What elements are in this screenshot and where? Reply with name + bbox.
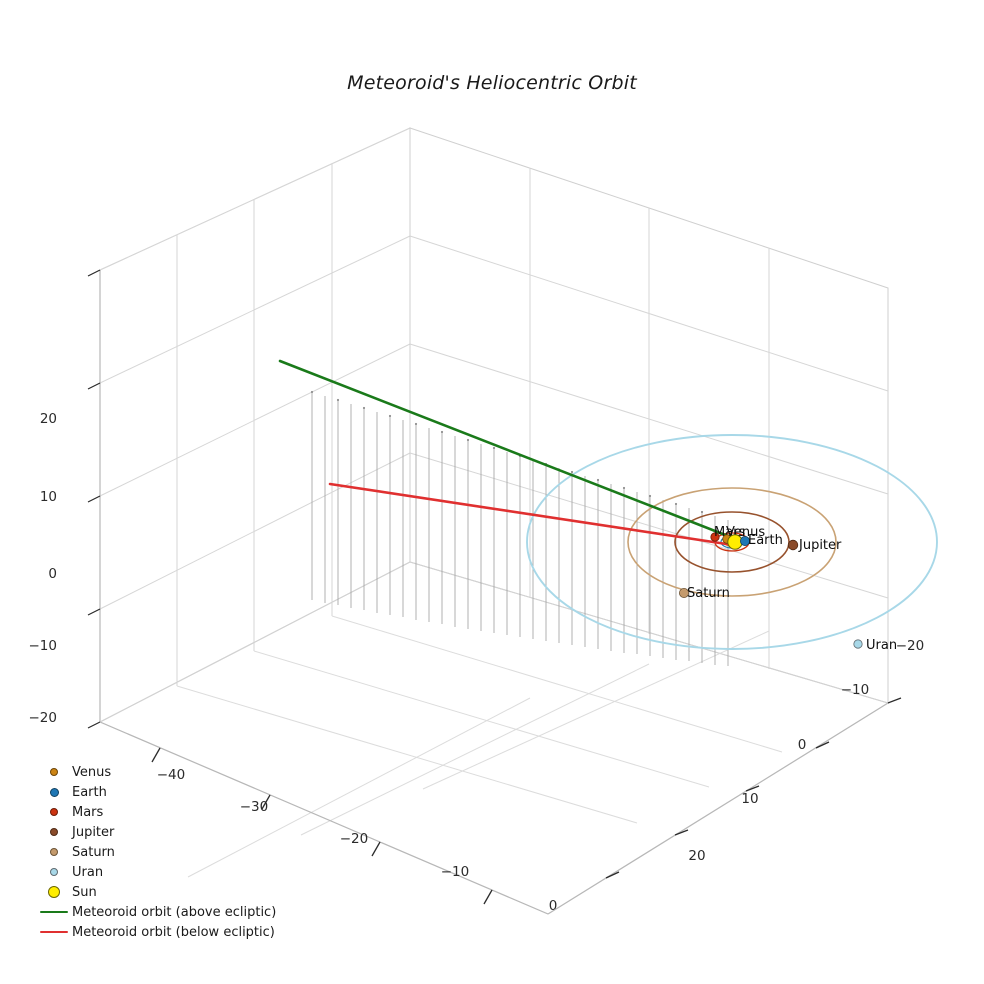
legend-item-sun[interactable]: Sun <box>36 882 276 902</box>
earth-label: Earth <box>748 533 783 548</box>
legend-label-earth: Earth <box>72 784 107 800</box>
mars-marker-icon <box>36 808 72 816</box>
uran-marker-icon <box>36 868 72 876</box>
legend-label-mars: Mars <box>72 804 104 820</box>
green-line-icon <box>36 910 72 914</box>
legend: Venus Earth Mars Jupiter Saturn <box>36 762 276 942</box>
axis-y-tick-3: 10 <box>741 791 758 807</box>
legend-item-jupiter[interactable]: Jupiter <box>36 822 276 842</box>
axis-z-tick-1: 10 <box>40 489 57 505</box>
legend-label-orbit-above: Meteoroid orbit (above ecliptic) <box>72 904 277 920</box>
legend-item-orbit-below[interactable]: Meteoroid orbit (below ecliptic) <box>36 922 276 942</box>
axis-y-tick-1: −10 <box>841 682 870 698</box>
legend-item-venus[interactable]: Venus <box>36 762 276 782</box>
legend-item-orbit-above[interactable]: Meteoroid orbit (above ecliptic) <box>36 902 276 922</box>
page-title: Meteoroid's Heliocentric Orbit <box>347 72 637 94</box>
earth-marker-icon <box>36 787 72 797</box>
saturn-marker-icon <box>36 848 72 856</box>
axis-y-spine <box>547 702 889 915</box>
axis-x-tick-1: −30 <box>240 799 269 815</box>
axis-z-tick-4: −20 <box>29 710 58 726</box>
axis-x-ticks <box>151 747 493 905</box>
grid-pane-back-left <box>99 127 411 723</box>
body-marker-uran[interactable] <box>853 639 863 649</box>
legend-label-jupiter: Jupiter <box>72 824 115 840</box>
uran-label: Uran <box>866 638 897 653</box>
legend-label-uran: Uran <box>72 864 104 880</box>
meteoroid-dropline-caps <box>310 390 704 514</box>
meteoroid-orbit-below-ecliptic <box>328 482 735 547</box>
venus-marker-icon <box>36 768 72 776</box>
axis-z-tick-2: 0 <box>48 566 57 582</box>
sun-marker-icon <box>36 886 72 898</box>
legend-item-earth[interactable]: Earth <box>36 782 276 802</box>
legend-item-saturn[interactable]: Saturn <box>36 842 276 862</box>
legend-label-saturn: Saturn <box>72 844 115 860</box>
body-marker-mars[interactable] <box>710 532 720 542</box>
axis-y-ticks <box>605 697 902 879</box>
jupiter-label: Jupiter <box>798 538 842 553</box>
legend-label-venus: Venus <box>72 764 112 780</box>
axis-x-spine <box>99 721 549 915</box>
axis-z-tick-3: −10 <box>29 638 58 654</box>
legend-item-uran[interactable]: Uran <box>36 862 276 882</box>
grid-pane-back-right <box>409 127 889 704</box>
axis-y-tick-0: −20 <box>896 638 925 654</box>
axis-x-tick-0: −40 <box>157 767 186 783</box>
body-marker-jupiter[interactable] <box>787 539 799 551</box>
orbit-ring-uranus <box>526 434 938 650</box>
legend-item-mars[interactable]: Mars <box>36 802 276 822</box>
axis-y-tick-2: 0 <box>798 737 807 753</box>
meteoroid-droplines <box>311 392 729 666</box>
body-marker-saturn[interactable] <box>679 588 690 599</box>
legend-label-sun: Sun <box>72 884 97 900</box>
meteoroid-orbit-above-ecliptic <box>278 359 735 540</box>
axis-x-tick-3: −10 <box>441 864 470 880</box>
saturn-label: Saturn <box>687 586 730 601</box>
legend-label-orbit-below: Meteoroid orbit (below ecliptic) <box>72 924 275 940</box>
body-marker-sun[interactable] <box>727 534 743 550</box>
body-marker-earth[interactable] <box>740 536 751 547</box>
axis-z-ticks <box>87 269 101 729</box>
orbit-ring-saturn <box>627 487 837 597</box>
axis-x-tick-4: 0 <box>549 898 558 914</box>
red-line-icon <box>36 930 72 934</box>
axis-y-tick-4: 20 <box>688 848 705 864</box>
jupiter-marker-icon <box>36 828 72 836</box>
axis-z-tick-0: 20 <box>40 411 57 427</box>
axis-x-tick-2: −20 <box>340 831 369 847</box>
